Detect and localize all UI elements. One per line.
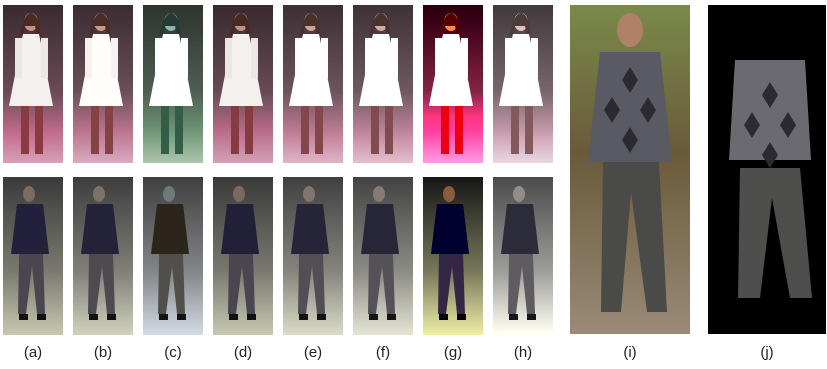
panel-label: (i) [623,344,636,361]
panel-label: (g) [444,344,462,361]
shoe [89,314,98,320]
panel-label: (a) [24,344,42,361]
image-bottom [73,177,133,335]
leg [525,106,533,154]
torso [221,204,259,254]
leg [35,106,43,154]
shoe [299,314,308,320]
head [163,186,175,202]
shoe [37,314,46,320]
image-j [708,5,826,334]
image-bottom [283,177,343,335]
arm [461,38,468,78]
arm [85,38,92,78]
panel-label: (c) [164,344,182,361]
leg [385,106,393,154]
arm [295,38,302,78]
image-i [570,5,690,334]
panel-label: (j) [760,344,773,361]
image-top [493,5,553,163]
leg [455,106,463,154]
image-top [283,5,343,163]
leg [441,106,449,154]
head [443,186,455,202]
panel-label: (e) [304,344,322,361]
arm [391,38,398,78]
image-top [353,5,413,163]
shoe [509,314,518,320]
shoe [19,314,28,320]
panel-label: (b) [94,344,112,361]
image-top [143,5,203,163]
leg [91,106,99,154]
image-top [73,5,133,163]
head [513,186,525,202]
leg [175,106,183,154]
head [303,186,315,202]
image-bottom [423,177,483,335]
leg [511,106,519,154]
arm [321,38,328,78]
shoe [107,314,116,320]
arm [41,38,48,78]
leg [21,106,29,154]
leg [371,106,379,154]
arm [181,38,188,78]
head [233,186,245,202]
image-bottom [213,177,273,335]
leg [161,106,169,154]
image-bottom [143,177,203,335]
image-panels [3,5,826,335]
image-top [3,5,63,163]
torso [151,204,189,254]
torso [11,204,49,254]
torso [361,204,399,254]
arm [505,38,512,78]
torso [291,204,329,254]
arm [155,38,162,78]
head [617,13,643,47]
leg [315,106,323,154]
shoe [439,314,448,320]
shoe [177,314,186,320]
image-top [423,5,483,163]
leg [245,106,253,154]
leg [301,106,309,154]
arm [111,38,118,78]
torso [431,204,469,254]
shoe [387,314,396,320]
arm [435,38,442,78]
shoe [229,314,238,320]
arm [251,38,258,78]
leg [105,106,113,154]
torso [81,204,119,254]
shoe [317,314,326,320]
image-bottom [3,177,63,335]
figure: (a) (b) (c) (d) (e) (f) (g) (h) (i) (j) [0,0,827,369]
shoe [247,314,256,320]
shoe [457,314,466,320]
panel-labels: (a) (b) (c) (d) (e) (f) (g) (h) (i) (j) [24,344,774,361]
image-top [213,5,273,163]
arm [531,38,538,78]
image-bottom [353,177,413,335]
shoe [369,314,378,320]
shoe [527,314,536,320]
arm [365,38,372,78]
panel-label: (h) [514,344,532,361]
arm [15,38,22,78]
panel-label: (d) [234,344,252,361]
head [93,186,105,202]
panel-label: (f) [376,344,390,361]
image-bottom [493,177,553,335]
torso [501,204,539,254]
arm [225,38,232,78]
leg [231,106,239,154]
head [23,186,35,202]
head [373,186,385,202]
shoe [159,314,168,320]
